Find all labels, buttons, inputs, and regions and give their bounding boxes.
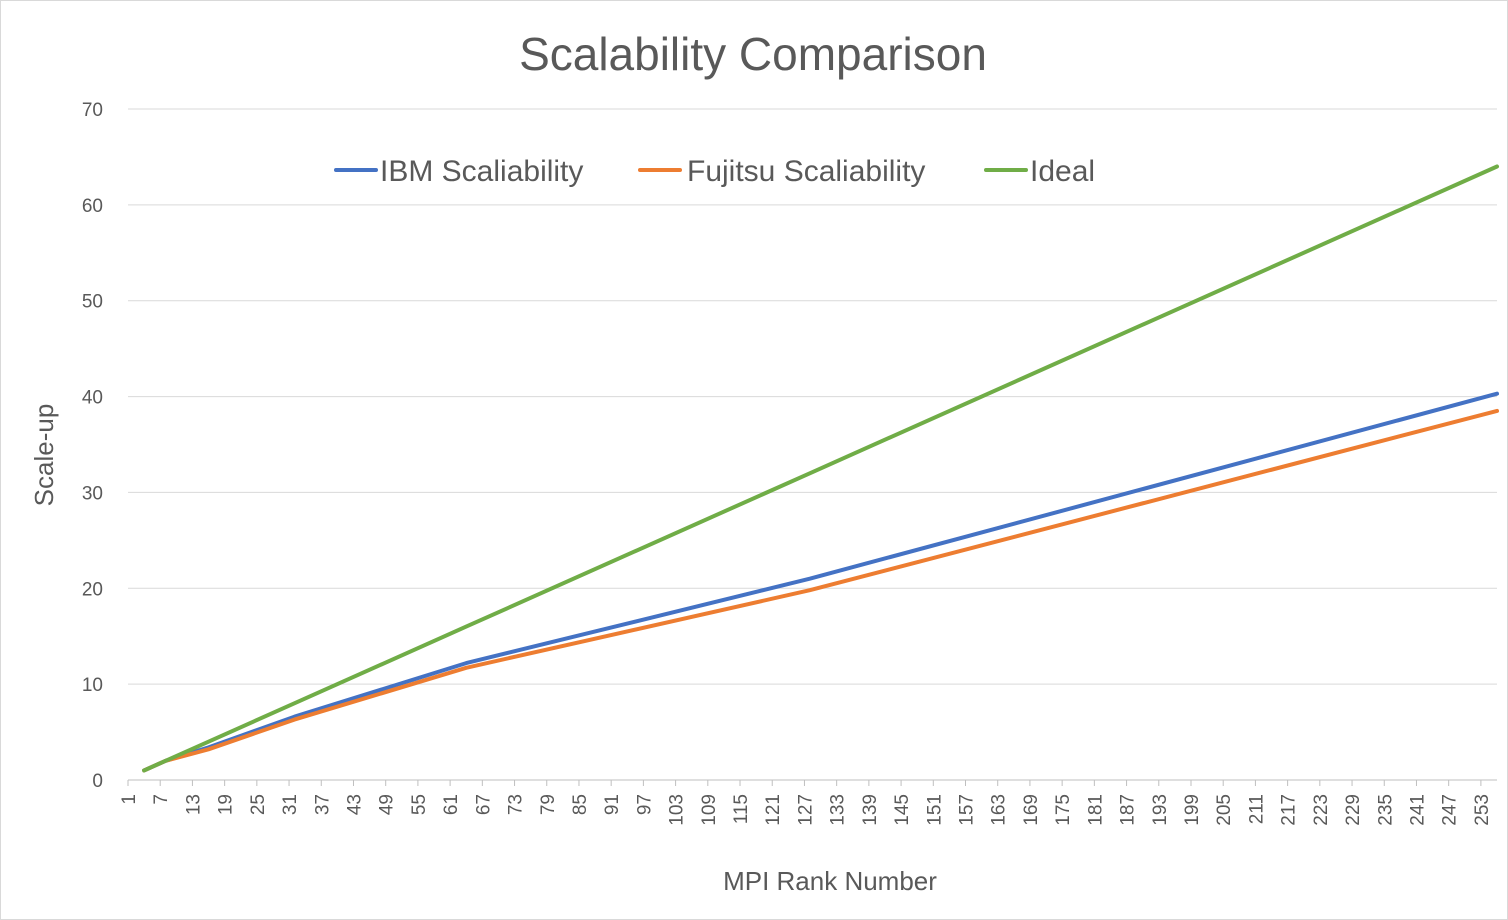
- x-tick-label: 7: [151, 794, 172, 805]
- y-tick-label: 0: [92, 771, 103, 792]
- x-tick-label: 199: [1182, 794, 1203, 826]
- x-tick-label: 25: [248, 794, 269, 815]
- x-tick-label: 145: [892, 794, 913, 826]
- series-line-2: [142, 164, 1499, 773]
- x-tick-label: 97: [634, 794, 655, 815]
- x-tick-label: 127: [795, 794, 816, 826]
- legend-label-2: Ideal: [1030, 155, 1095, 188]
- x-tick-label: 43: [344, 794, 365, 815]
- x-tick-label: 217: [1279, 794, 1300, 826]
- series-line-1: [142, 408, 1499, 773]
- y-axis-title: Scale-up: [29, 404, 59, 507]
- x-tick-label: 187: [1118, 794, 1139, 826]
- x-tick-label: 37: [312, 794, 333, 815]
- x-tick-label: 79: [538, 794, 559, 815]
- x-tick-label: 181: [1085, 794, 1106, 826]
- x-tick-label: 151: [924, 794, 945, 826]
- x-tick-label: 103: [667, 794, 688, 826]
- y-tick-label: 30: [82, 483, 103, 504]
- x-tick-label: 67: [473, 794, 494, 815]
- x-tick-label: 61: [441, 794, 462, 815]
- legend: IBM Scaliability Fujitsu Scaliability Idea…: [334, 155, 1095, 188]
- y-tick-label: 40: [82, 388, 103, 409]
- series-lines: [142, 164, 1499, 773]
- x-tick-label: 1: [119, 794, 140, 805]
- x-tick-label: 223: [1311, 794, 1332, 826]
- x-tick-label: 109: [699, 794, 720, 826]
- legend-label-1: Fujitsu Scaliability: [687, 155, 925, 188]
- x-tick-label: 133: [828, 794, 849, 826]
- x-tick-label: 49: [377, 794, 398, 815]
- x-tick-label: 31: [280, 794, 301, 815]
- x-tick-label: 73: [506, 794, 527, 815]
- y-tick-label: 70: [82, 100, 103, 121]
- series-line-0: [142, 391, 1499, 773]
- y-tick-label: 60: [82, 196, 103, 217]
- gridlines: [128, 108, 1497, 781]
- x-tick-label: 241: [1407, 794, 1428, 826]
- x-tick-label: 13: [183, 794, 204, 815]
- x-tick-label: 205: [1214, 794, 1235, 826]
- x-tick-label: 169: [1021, 794, 1042, 826]
- x-tick-label: 121: [763, 794, 784, 826]
- y-tick-label: 10: [82, 675, 103, 696]
- x-tick-label: 85: [570, 794, 591, 815]
- x-tick-label: 193: [1150, 794, 1171, 826]
- x-tick-label: 139: [860, 794, 881, 826]
- x-axis-ticks: 1 7 13 19 25 31 37 43 49 55 61 67 73 79 85 91 97 103 109 11…: [119, 780, 1493, 826]
- x-tick-label: 229: [1343, 794, 1364, 826]
- y-tick-label: 20: [82, 579, 103, 600]
- x-tick-label: 253: [1472, 794, 1493, 826]
- y-axis-ticks: 0 10 20 30 40 50 60 70: [82, 100, 103, 792]
- chart-title: Scalability Comparison: [519, 28, 987, 80]
- x-tick-label: 115: [731, 794, 752, 824]
- legend-label-0: IBM Scaliability: [380, 155, 583, 188]
- x-tick-label: 163: [989, 794, 1010, 826]
- x-tick-label: 91: [602, 794, 623, 815]
- x-tick-label: 175: [1053, 794, 1074, 826]
- x-tick-label: 211: [1246, 794, 1267, 824]
- y-tick-label: 50: [82, 292, 103, 313]
- x-tick-label: 19: [216, 794, 237, 815]
- x-axis-title: MPI Rank Number: [723, 866, 937, 896]
- x-tick-label: 247: [1440, 794, 1461, 826]
- x-tick-label: 157: [957, 794, 978, 826]
- x-tick-label: 55: [409, 794, 430, 815]
- x-tick-label: 235: [1375, 794, 1396, 826]
